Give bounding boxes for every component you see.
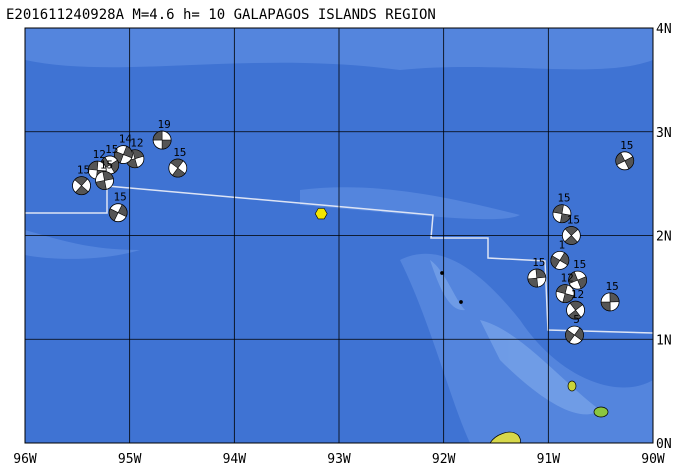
event-label: 1 [559,238,566,251]
x-tick-label: 93W [327,452,351,467]
beachball-quadrant [564,226,579,245]
focal-mechanism [108,203,128,223]
event-label: 15 [100,159,113,172]
event-label: 15 [557,192,570,205]
beachball-quadrant [108,204,128,222]
event-label: 15 [573,258,586,271]
beachball-quadrant [170,158,186,178]
beachball-quadrant [568,300,584,320]
map-title: E201611240928A M=4.6 h= 10 GALAPAGOS ISL… [6,7,436,23]
event-label: 19 [157,118,170,131]
focal-mechanism [113,145,133,164]
focal-mechanism [527,268,547,288]
x-tick-label: 94W [223,452,247,467]
epicenter [314,208,328,220]
focal-mechanism [565,325,584,345]
focal-mechanism [152,130,172,150]
frame [24,27,654,444]
y-tick-label: 3N [656,126,672,141]
focal-mechanism [600,292,620,312]
focal-mechanism [552,204,572,224]
event-label: 15 [77,164,90,177]
event-label: 15 [105,143,118,156]
beachball-quadrant [74,176,89,195]
event-label: 15 [532,256,545,269]
beachball-quadrant [527,268,547,288]
focal-mechanism [615,151,635,171]
event-label: 15 [173,146,186,159]
event-label: 12 [130,137,143,150]
focal-mechanism [168,158,188,178]
beachball-quadrant [600,292,620,312]
event-label: 12 [571,288,584,301]
focal-mechanism [95,171,114,190]
x-tick-label: 91W [537,452,561,467]
event-label: 14 [119,133,133,146]
beachball-quadrant [615,152,635,170]
beachball-quadrant [152,130,172,150]
event-label: 12 [560,272,573,285]
beachball-quadrant [556,284,575,303]
event-label: 15 [567,214,580,227]
beachball-quadrant [550,252,570,269]
deep-areas [430,260,600,415]
event-label: 15 [605,280,618,293]
beachball-quadrant [568,271,587,289]
x-tick-label: 96W [13,452,37,467]
event-label: 5 [573,313,580,326]
focal-mechanism [550,250,570,270]
focal-mechanism [561,226,581,245]
event-label: 15 [620,139,633,152]
y-tick-label: 1N [656,333,672,348]
y-tick-label: 2N [656,230,672,245]
focal-mechanism [72,176,91,196]
y-tick-label: 4N [656,22,672,37]
event-label: 12 [93,148,106,161]
plate-boundary [25,185,654,334]
beachball-quadrant [95,171,114,190]
beachball-quadrant [552,204,572,223]
x-tick-label: 90W [641,452,665,467]
focal-mechanism [566,300,585,320]
beachball-quadrant [565,327,584,343]
islands [440,271,609,444]
y-tick-label: 0N [656,437,672,452]
event-label: 15 [114,191,127,204]
x-tick-label: 95W [118,452,142,467]
x-tick-label: 92W [432,452,456,467]
focal-mechanism [568,270,588,290]
focal-mechanism [555,284,575,304]
